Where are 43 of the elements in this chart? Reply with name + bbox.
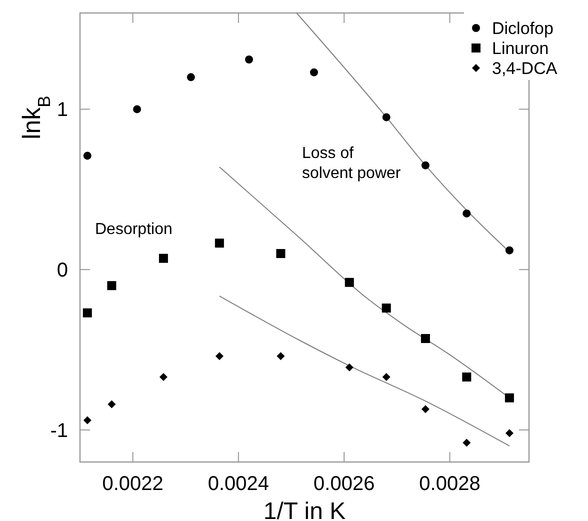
point <box>107 281 116 290</box>
x-tick-label: 0.0022 <box>102 473 164 495</box>
point <box>344 278 354 287</box>
x-tick-label: 0.0024 <box>208 473 270 495</box>
point <box>421 161 430 170</box>
x-tick-label: 0.0026 <box>314 473 375 495</box>
point <box>158 254 168 263</box>
point <box>420 334 430 344</box>
x-tick-label: 0.0028 <box>419 473 480 495</box>
point <box>159 373 168 382</box>
point <box>276 352 285 360</box>
annotation: Loss of solvent power <box>302 145 402 182</box>
point <box>505 429 514 438</box>
point <box>504 393 514 402</box>
line-series <box>218 296 510 446</box>
x-axis-title: 1/T in K <box>263 498 346 521</box>
y-tick-label: 0 <box>56 260 68 282</box>
point <box>505 246 514 254</box>
point <box>462 438 471 447</box>
legend-label: 3,4-DCA <box>492 58 558 78</box>
point <box>421 405 430 414</box>
point <box>133 105 142 114</box>
point <box>462 372 472 382</box>
point <box>108 400 116 408</box>
annotation: Desorption <box>95 221 172 238</box>
legend-label: Linuron <box>492 38 549 58</box>
point <box>214 238 224 248</box>
point <box>83 416 92 424</box>
point <box>82 308 92 318</box>
point <box>382 373 390 382</box>
y-tick-label: 1 <box>56 99 68 122</box>
point <box>245 56 254 64</box>
point <box>83 152 92 160</box>
point <box>345 363 354 372</box>
point <box>382 304 391 313</box>
point <box>310 68 318 76</box>
point <box>215 352 224 360</box>
legend-label: Diclofop <box>492 18 554 38</box>
y-tick-label: -1 <box>50 420 68 442</box>
point <box>382 113 390 122</box>
point <box>462 209 471 218</box>
point <box>186 73 195 82</box>
point <box>276 249 286 258</box>
